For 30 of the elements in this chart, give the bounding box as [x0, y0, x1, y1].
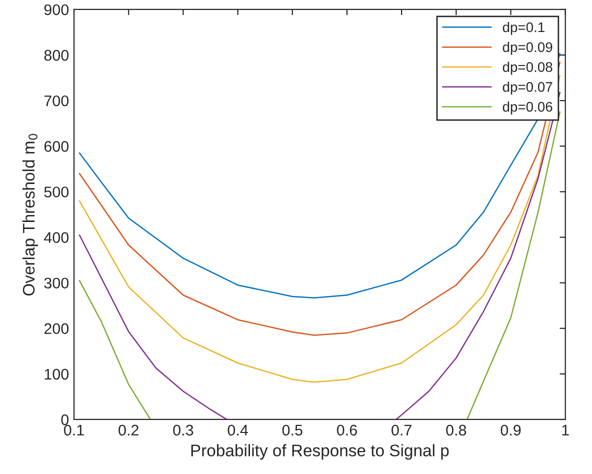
- y-tick-label: 800: [44, 50, 69, 61]
- y-tick-label: 400: [44, 232, 69, 243]
- y-tick-label: 700: [44, 95, 69, 106]
- x-tick-label: 0.6: [336, 424, 357, 436]
- legend-label: dp=0.1: [502, 22, 544, 35]
- x-tick-label: 0.7: [392, 424, 412, 436]
- x-tick-label: 0.1: [64, 424, 84, 436]
- x-tick-label: 0.9: [500, 424, 521, 436]
- y-tick-label: 200: [44, 323, 69, 334]
- x-tick-label: 1: [562, 424, 569, 436]
- line-series: [78, 62, 561, 336]
- y-tick-label: 900: [44, 4, 69, 16]
- legend-label: dp=0.06: [502, 102, 552, 114]
- line-series: [78, 53, 561, 298]
- y-tick-label: 300: [44, 278, 69, 289]
- x-tick-label: 0.8: [446, 424, 466, 436]
- y-tick-label: 0: [61, 414, 69, 426]
- y-tick-label: 600: [44, 141, 69, 152]
- y-axis-title: Overlap Threshold m$_{0}$: [22, 134, 38, 296]
- x-axis-title: Probability of Response to Signal p: [191, 444, 449, 460]
- legend-label: dp=0.09: [502, 42, 552, 55]
- y-tick-label: 500: [44, 186, 69, 198]
- x-tick-label: 0.2: [118, 424, 138, 436]
- x-tick-label: 0.4: [228, 424, 248, 436]
- legend-label: dp=0.08: [502, 62, 552, 75]
- y-tick-label: 100: [44, 368, 69, 380]
- legend-label: dp=0.07: [502, 82, 552, 95]
- x-tick-label: 0.5: [282, 424, 302, 436]
- x-tick-label: 0.3: [173, 424, 194, 436]
- line-series: [78, 74, 561, 383]
